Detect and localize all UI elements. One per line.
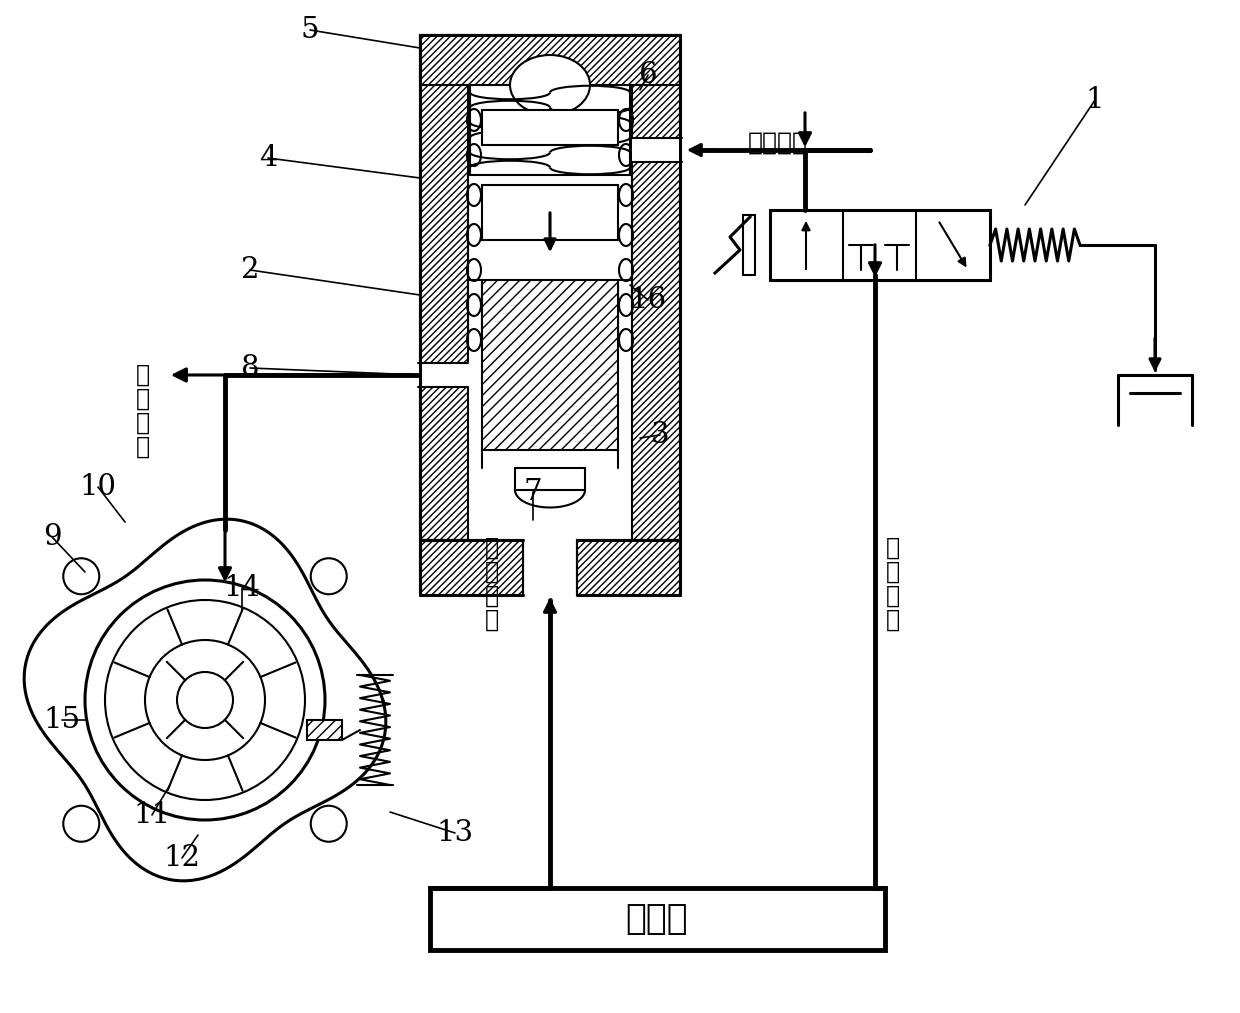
Text: 二: 二 bbox=[485, 560, 498, 585]
Text: 道: 道 bbox=[885, 608, 900, 632]
Text: 第: 第 bbox=[885, 536, 900, 560]
Circle shape bbox=[311, 558, 347, 595]
Bar bbox=[420, 35, 680, 85]
Text: 4: 4 bbox=[259, 144, 278, 172]
Circle shape bbox=[177, 672, 233, 728]
Text: 12: 12 bbox=[164, 844, 201, 872]
Text: 第: 第 bbox=[136, 363, 150, 387]
Text: 第: 第 bbox=[485, 536, 498, 560]
Text: 第三油道: 第三油道 bbox=[748, 131, 808, 155]
Text: 16: 16 bbox=[630, 286, 667, 314]
Bar bbox=[420, 540, 523, 595]
Bar bbox=[577, 540, 680, 595]
Bar bbox=[743, 215, 755, 275]
Bar bbox=[308, 720, 342, 741]
Bar bbox=[415, 362, 472, 387]
Text: 6: 6 bbox=[639, 61, 657, 89]
Bar bbox=[482, 185, 618, 240]
Text: 8: 8 bbox=[241, 354, 259, 382]
Text: 油: 油 bbox=[136, 411, 150, 435]
Text: 四: 四 bbox=[136, 387, 150, 411]
Bar bbox=[420, 35, 467, 540]
Circle shape bbox=[311, 805, 347, 842]
Text: 11: 11 bbox=[134, 801, 171, 829]
Text: 13: 13 bbox=[436, 819, 474, 847]
Bar bbox=[430, 888, 885, 950]
Ellipse shape bbox=[510, 55, 590, 115]
Text: 一: 一 bbox=[885, 560, 900, 585]
Text: 油: 油 bbox=[485, 585, 498, 608]
Bar bbox=[482, 280, 618, 450]
Text: 5: 5 bbox=[301, 16, 319, 44]
Text: 反馈油: 反馈油 bbox=[626, 902, 688, 936]
Bar bbox=[770, 210, 990, 280]
Bar bbox=[632, 137, 684, 162]
Text: 道: 道 bbox=[485, 608, 498, 632]
Text: 3: 3 bbox=[651, 421, 670, 449]
Bar bbox=[482, 110, 618, 145]
Text: 9: 9 bbox=[42, 523, 61, 551]
Text: 道: 道 bbox=[136, 435, 150, 459]
Circle shape bbox=[63, 558, 99, 595]
Circle shape bbox=[63, 805, 99, 842]
Text: 7: 7 bbox=[523, 478, 542, 506]
Bar bbox=[482, 285, 618, 340]
Text: 油: 油 bbox=[885, 585, 900, 608]
Text: 2: 2 bbox=[241, 256, 259, 284]
Bar bbox=[632, 35, 680, 540]
Text: 10: 10 bbox=[79, 473, 117, 501]
Text: 1: 1 bbox=[1086, 86, 1105, 114]
Text: 15: 15 bbox=[43, 706, 81, 734]
Text: 14: 14 bbox=[223, 574, 260, 602]
